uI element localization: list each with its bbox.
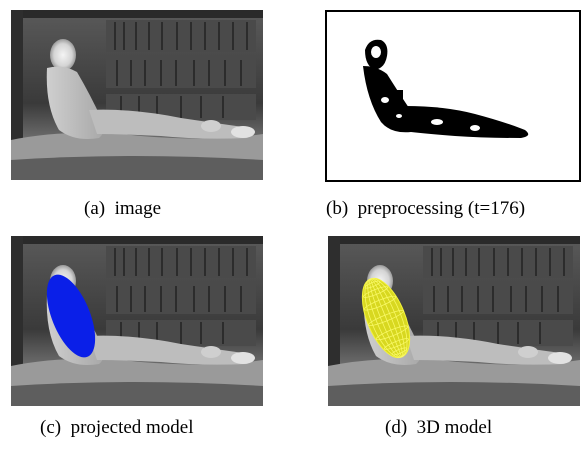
caption-d: (d) 3D model bbox=[385, 417, 492, 439]
caption-b-label: (b) bbox=[326, 198, 349, 219]
projected-model-image-c bbox=[11, 236, 263, 406]
caption-d-label: (d) bbox=[385, 417, 408, 438]
caption-c-label: (c) bbox=[40, 417, 62, 438]
image-panel-d bbox=[328, 236, 580, 406]
binary-mask-b bbox=[325, 10, 581, 182]
caption-d-text: 3D model bbox=[416, 417, 493, 438]
image-panel-a bbox=[11, 10, 263, 180]
caption-b: (b) preprocessing (t=176) bbox=[326, 198, 525, 220]
model-3d-image-d bbox=[328, 236, 580, 406]
caption-a-label: (a) bbox=[84, 198, 106, 219]
wireframe-ellipsoid bbox=[361, 277, 411, 359]
caption-c-text: projected model bbox=[70, 417, 194, 438]
caption-a: (a) image bbox=[84, 198, 161, 220]
caption-a-text: image bbox=[114, 198, 162, 219]
projected-ellipse bbox=[46, 274, 96, 358]
thermal-image-a bbox=[11, 10, 263, 180]
caption-b-text: preprocessing (t=176) bbox=[357, 198, 526, 219]
caption-c: (c) projected model bbox=[40, 417, 194, 439]
image-panel-c bbox=[11, 236, 263, 406]
image-panel-b bbox=[325, 10, 581, 182]
